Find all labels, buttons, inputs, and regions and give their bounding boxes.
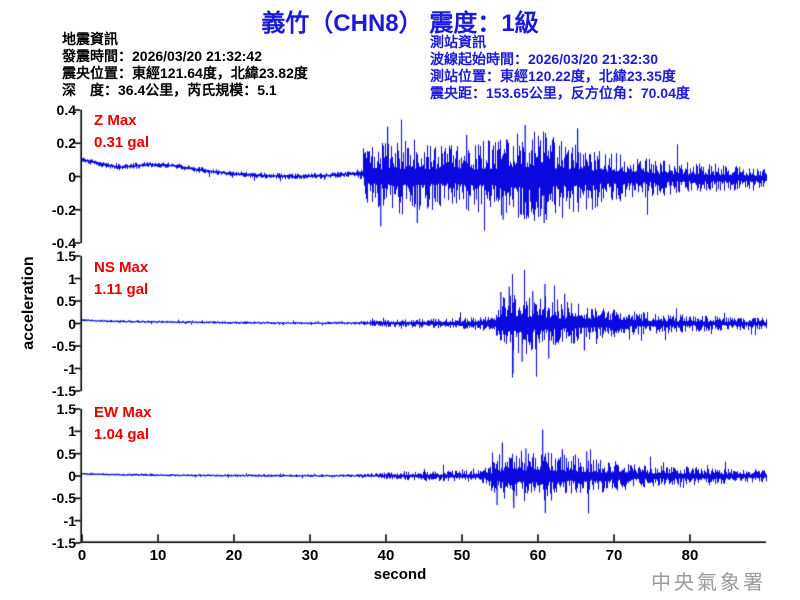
- y-tick-label: 0: [68, 315, 76, 332]
- x-tick-label: 60: [529, 547, 547, 564]
- x-axis-label: second: [373, 566, 427, 583]
- agency-watermark: 中央氣象署: [651, 572, 766, 594]
- channel-ns-max-value: 1.11 gal: [94, 281, 149, 298]
- y-tick-label: 1.5: [56, 401, 76, 417]
- y-tick-label: -0.4: [51, 235, 76, 251]
- x-tick-label: 0: [77, 547, 87, 564]
- y-tick-label: 0: [68, 468, 76, 484]
- x-tick-label: 70: [605, 547, 623, 564]
- y-tick-label: -1: [63, 512, 76, 529]
- waveform-start-time: 波線起始時間：2026/03/20 21:32:30: [430, 51, 658, 67]
- x-tick-label: 80: [681, 547, 699, 564]
- channel-z-label: Z Max: [94, 112, 137, 129]
- x-tick-label: 30: [301, 547, 319, 564]
- channel-ns-label: NS Max: [94, 259, 149, 276]
- x-tick-label: 40: [377, 547, 395, 564]
- channel-ew-label: EW Max: [94, 404, 152, 421]
- y-tick-label: -1.5: [51, 535, 76, 551]
- y-tick-label: -0.5: [51, 490, 76, 507]
- y-tick-label: 0.2: [56, 135, 76, 152]
- station-info-heading: 測站資訊: [430, 34, 486, 50]
- y-tick-label: 1.5: [56, 248, 76, 264]
- y-tick-label: 0: [68, 168, 76, 185]
- x-tick-label: 20: [225, 547, 243, 564]
- y-tick-label: 1: [68, 270, 76, 287]
- channel-z-annotation: Z Max 0.31 gal: [94, 110, 149, 154]
- channel-ew-annotation: EW Max 1.04 gal: [94, 402, 152, 446]
- quake-depth-magnitude: 深 度：36.4公里，芮氏規模：5.1: [62, 82, 277, 98]
- page-title: 義竹（CHN8） 震度：1級: [261, 10, 539, 37]
- quake-info-heading: 地震資訊: [62, 31, 118, 47]
- y-tick-label: 0.5: [56, 445, 76, 462]
- quake-origin-time: 發震時間：2026/03/20 21:32:42: [62, 48, 262, 64]
- epicentral-distance: 震央距：153.65公里，反方位角：70.04度: [430, 85, 690, 101]
- quake-info-block: 地震資訊 發震時間：2026/03/20 21:32:42 震央位置：東經121…: [62, 31, 308, 99]
- y-tick-label: 0.5: [56, 293, 76, 309]
- channel-z-max-value: 0.31 gal: [94, 134, 150, 151]
- y-tick-label: -1.5: [51, 383, 76, 399]
- y-tick-label: 0.4: [56, 102, 76, 118]
- y-tick-label: -1: [63, 360, 76, 377]
- y-tick-label: -0.2: [51, 201, 76, 218]
- channel-ns-annotation: NS Max 1.11 gal: [94, 257, 148, 301]
- y-tick-label: -0.5: [51, 338, 76, 354]
- x-tick-label: 10: [149, 547, 167, 564]
- channel-ew-max-value: 1.04 gal: [94, 426, 150, 443]
- y-tick-label: 1: [68, 423, 76, 440]
- x-tick-label: 50: [453, 547, 471, 564]
- quake-epicenter: 震央位置：東經121.64度，北緯23.82度: [62, 65, 308, 81]
- station-location: 測站位置：東經120.22度，北緯23.35度: [430, 68, 676, 84]
- station-info-block: 測站資訊 波線起始時間：2026/03/20 21:32:30 測站位置：東經1…: [430, 34, 690, 102]
